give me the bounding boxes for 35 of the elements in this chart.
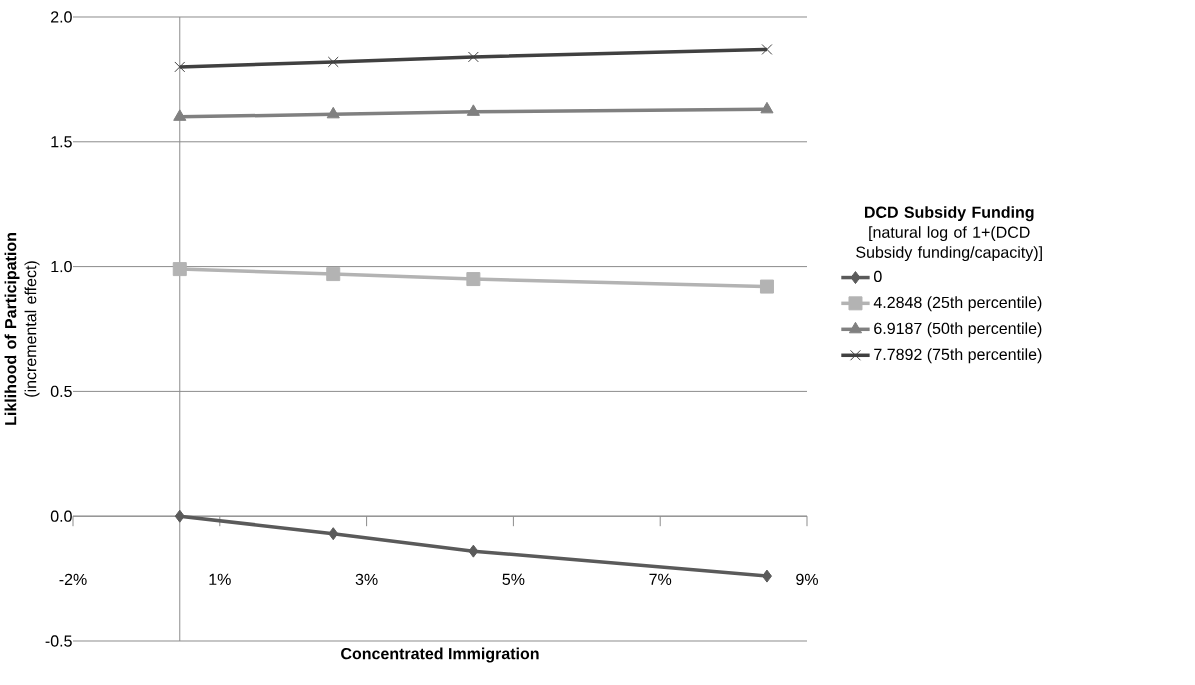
- point: [326, 106, 340, 119]
- point: [761, 43, 773, 55]
- point: [466, 104, 480, 116]
- point: [327, 56, 339, 68]
- x-tick-label: 7%: [649, 573, 672, 585]
- y-axis-title: Liklihood of Participation (incremental effect): [4, 233, 40, 425]
- y-tick-label: 0.0: [50, 510, 72, 522]
- y-tick-label: 2.0: [51, 11, 72, 23]
- point: [468, 544, 479, 558]
- y-tick-label: 1.0: [51, 260, 72, 273]
- x-axis-title: Concentrated Immigration: [341, 647, 539, 663]
- point: [328, 527, 339, 541]
- point: [326, 267, 341, 282]
- legend-label: 0: [874, 270, 882, 283]
- x-tick-label: 3%: [355, 573, 378, 586]
- point: [761, 569, 772, 583]
- x-tick-label: 5%: [502, 573, 525, 585]
- x-tick-label: 1%: [209, 573, 231, 585]
- x-tick-label: -2%: [59, 573, 87, 585]
- legend-label: 7.7892 (75th percentile): [874, 348, 1042, 364]
- legend-label: 6.9187 (50th percentile): [874, 322, 1042, 338]
- point: [467, 51, 479, 63]
- y-tick-label: -0.5: [45, 635, 72, 647]
- point: [173, 109, 187, 121]
- point: [174, 509, 185, 523]
- x-tick-label: 9%: [796, 573, 818, 586]
- point: [466, 272, 481, 287]
- point: [172, 262, 187, 277]
- point: [760, 101, 774, 114]
- y-tick-label: 0.5: [50, 385, 72, 398]
- point: [759, 279, 774, 294]
- legend-title: DCD Subsidy Funding [natural log of 1+(DCD Subsidy funding/capacity)]: [856, 206, 1042, 262]
- y-tick-label: 1.5: [51, 136, 72, 148]
- legend-label: 4.2848 (25th percentile): [873, 296, 1042, 312]
- point: [174, 61, 186, 73]
